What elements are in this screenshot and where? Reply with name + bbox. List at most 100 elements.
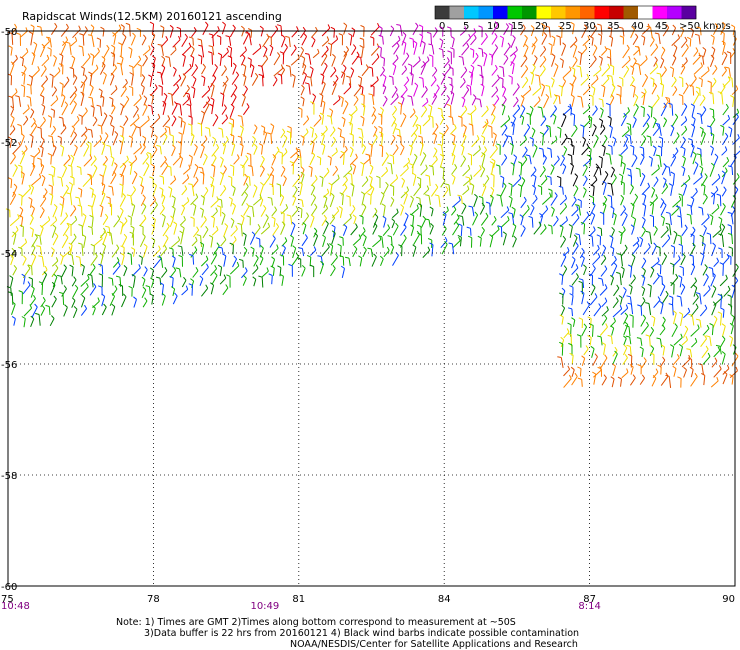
wind-barb [192, 255, 195, 265]
wind-barb [659, 359, 666, 368]
wind-barb-feather [217, 198, 222, 201]
wind-barb-feather [458, 236, 461, 241]
wind-barb-feather [606, 102, 611, 106]
wind-barb-feather [647, 243, 651, 248]
wind-barb [80, 189, 83, 198]
wind-barb [31, 177, 42, 186]
wind-barb-feather [100, 95, 105, 98]
wind-barb-feather [137, 63, 142, 67]
wind-barb-feather [492, 132, 497, 136]
wind-barb-feather [525, 154, 530, 157]
wind-barb [561, 316, 564, 325]
wind-barb-feather [74, 36, 78, 42]
wind-barb-feather [577, 366, 582, 370]
wind-barb [692, 56, 701, 65]
wind-barb [60, 96, 66, 108]
wind-barb [22, 188, 31, 198]
wind-barb-feather [100, 234, 103, 239]
wind-barb-feather [183, 276, 187, 281]
wind-barb-feather [451, 153, 456, 157]
wind-barb [30, 85, 32, 95]
wind-barb-feather [171, 255, 176, 259]
wind-barb-feather [374, 133, 378, 138]
wind-barb [641, 348, 644, 358]
wind-barb-feather [577, 377, 582, 380]
wind-barb-feather [467, 185, 470, 190]
wind-barb-feather [276, 24, 282, 27]
wind-barb [113, 218, 121, 228]
wind-barb-feather [523, 196, 527, 201]
wind-barb [200, 235, 202, 248]
wind-barb [240, 224, 243, 237]
wind-barb-feather [503, 95, 507, 100]
wind-barb [181, 188, 188, 196]
wind-barb [649, 197, 658, 206]
wind-barb [572, 59, 578, 68]
wind-barb-feather [700, 252, 705, 256]
wind-barb-feather [229, 242, 234, 246]
wind-barb [430, 79, 437, 87]
wind-barb [139, 127, 141, 137]
wind-barb [571, 308, 573, 317]
wind-barb-feather [728, 126, 733, 130]
wind-barb-feather [268, 273, 273, 276]
wind-barb-feather [102, 163, 107, 167]
wind-barb-feather [480, 83, 485, 87]
wind-barb [731, 213, 734, 225]
wind-barb [342, 179, 348, 187]
wind-barb [61, 237, 69, 249]
wind-barb-feather [507, 135, 512, 138]
wind-barb [222, 139, 229, 147]
wind-barb-feather [641, 91, 646, 95]
wind-barb-feather [567, 322, 572, 326]
wind-barb-feather [64, 101, 68, 106]
wind-barb-feather [68, 246, 72, 251]
wind-barb-feather [661, 283, 666, 287]
wind-barb-feather [620, 181, 625, 184]
wind-barb [280, 168, 286, 177]
wind-barb [30, 125, 38, 135]
wind-barb [142, 48, 151, 56]
wind-barb-feather [195, 193, 199, 198]
wind-barb-feather [172, 144, 176, 149]
wind-barb [121, 185, 124, 198]
wind-barb-feather [283, 134, 288, 139]
wind-barb-feather [519, 214, 524, 218]
wind-barb [81, 110, 88, 118]
wind-barb-feather [125, 115, 129, 120]
wind-barb [363, 158, 371, 165]
wind-barb [301, 248, 305, 257]
wind-barb-feather [188, 164, 191, 169]
wind-barb [71, 300, 76, 308]
wind-barb-feather [45, 36, 51, 39]
wind-barb [192, 179, 199, 188]
wind-barb-feather [374, 213, 379, 218]
wind-barb-feather [735, 263, 739, 268]
wind-barb [271, 198, 273, 206]
wind-barb [721, 189, 727, 197]
wind-barb [682, 85, 689, 95]
wind-barb-feather [210, 282, 214, 286]
wind-barb [249, 234, 256, 245]
wind-barb-feather [570, 21, 575, 25]
wind-barb-feather [531, 127, 536, 131]
wind-barb-feather [699, 126, 704, 130]
wind-barb-feather [714, 357, 718, 362]
wind-barb [733, 189, 739, 198]
wind-barb-feather [586, 211, 590, 216]
wind-barb-feather [570, 94, 575, 98]
wind-barb [392, 58, 399, 65]
wind-barb-feather [195, 266, 199, 271]
wind-barb-feather [665, 24, 670, 28]
wind-barb-feather [372, 106, 376, 111]
wind-barb [361, 179, 369, 188]
wind-barb-feather [524, 155, 528, 160]
wind-barb [169, 27, 174, 38]
wind-barb [432, 30, 438, 38]
wind-barb-feather [245, 155, 249, 159]
wind-barb-feather [677, 215, 682, 218]
wind-barb [371, 56, 380, 66]
wind-barb-feather [42, 116, 46, 121]
wind-barb [60, 27, 69, 37]
wind-barb-feather [277, 265, 282, 269]
